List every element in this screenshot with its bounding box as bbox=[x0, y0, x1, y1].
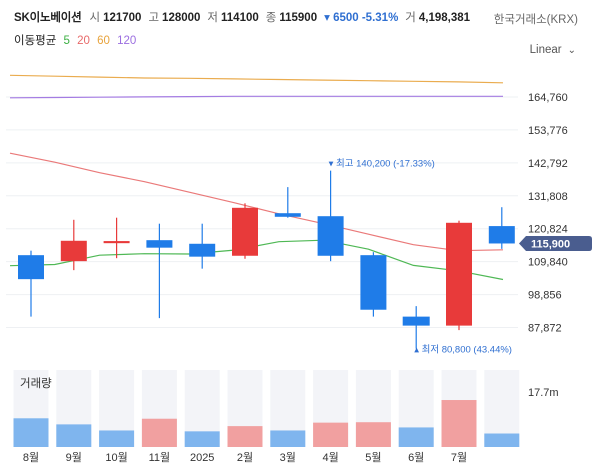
candle bbox=[274, 187, 301, 218]
current-price-label: 115,900 bbox=[531, 238, 570, 250]
x-tick-label: 4월 bbox=[322, 451, 338, 464]
stock-name: SK이노베이션 bbox=[14, 12, 82, 24]
exchange-name: 한국거래소(KRX) bbox=[493, 14, 578, 26]
candle-body[interactable] bbox=[103, 241, 130, 244]
high-annotation: ▾ 최고 140,200 (-17.33%) bbox=[329, 159, 435, 170]
volume-bar[interactable] bbox=[227, 426, 263, 447]
candle-body[interactable] bbox=[360, 255, 387, 310]
open-label: 시 bbox=[89, 12, 101, 24]
scale-label: Linear bbox=[529, 44, 562, 56]
y-tick-label: 98,856 bbox=[528, 290, 562, 302]
y-tick-label: 131,808 bbox=[528, 191, 568, 203]
stock-header: SK이노베이션 시 121700 고 128000 저 114100 종 115… bbox=[14, 9, 477, 25]
candle bbox=[488, 207, 515, 249]
x-tick-label: 9월 bbox=[66, 451, 82, 464]
chevron-down-icon: ⌄ bbox=[567, 45, 576, 56]
y-tick-label: 109,840 bbox=[528, 257, 568, 269]
x-tick-label: 8월 bbox=[23, 451, 39, 464]
volume-bar[interactable] bbox=[13, 418, 49, 447]
candle bbox=[360, 252, 387, 317]
candle bbox=[402, 306, 430, 349]
y-tick-label: 120,824 bbox=[528, 224, 568, 236]
moving-average-line-120 bbox=[9, 95, 503, 99]
candle bbox=[446, 220, 472, 331]
volume-bar[interactable] bbox=[313, 422, 349, 447]
moving-average-line-60 bbox=[9, 74, 504, 84]
candle bbox=[103, 217, 130, 259]
x-tick-label: 6월 bbox=[408, 451, 424, 464]
candle bbox=[60, 219, 87, 271]
candle-body[interactable] bbox=[60, 240, 87, 262]
moving-average-label: 이동평균 bbox=[14, 35, 57, 47]
candle-body[interactable] bbox=[189, 243, 216, 257]
close-label: 종 bbox=[265, 12, 277, 24]
x-tick-label: 7월 bbox=[451, 451, 467, 464]
scale-dropdown[interactable]: Linear ⌄ bbox=[530, 44, 576, 56]
candle-body[interactable] bbox=[317, 216, 344, 256]
x-tick-label: 10월 bbox=[105, 451, 127, 464]
candle bbox=[317, 170, 344, 262]
candle-body[interactable] bbox=[488, 226, 515, 244]
ma-5[interactable]: 5 bbox=[63, 35, 70, 47]
x-tick-label: 11월 bbox=[149, 451, 171, 464]
low-value: 114100 bbox=[221, 12, 259, 24]
volume-bar[interactable] bbox=[99, 430, 135, 447]
candle bbox=[18, 250, 44, 317]
candle-body[interactable] bbox=[274, 213, 301, 217]
volume-value: 4,198,381 bbox=[418, 12, 471, 24]
x-tick-label: 2월 bbox=[237, 451, 253, 464]
volume-bar[interactable] bbox=[270, 430, 306, 447]
volume-bar[interactable] bbox=[355, 422, 391, 447]
low-annotation: ▴ 최저 80,800 (43.44%) bbox=[414, 345, 512, 356]
close-value: 115900 bbox=[279, 12, 318, 24]
x-tick-label: 5월 bbox=[365, 451, 381, 464]
volume-bar[interactable] bbox=[56, 424, 92, 447]
ma-60[interactable]: 60 bbox=[97, 35, 110, 47]
volume-bar[interactable] bbox=[484, 433, 520, 447]
volume-bar[interactable] bbox=[141, 418, 177, 447]
x-tick-label: 3월 bbox=[280, 451, 296, 464]
volume-bar[interactable] bbox=[441, 400, 477, 447]
candle-body[interactable] bbox=[18, 255, 44, 280]
ma-120[interactable]: 120 bbox=[117, 35, 137, 47]
candle-body[interactable] bbox=[232, 207, 258, 256]
high-label: 고 bbox=[148, 12, 160, 24]
volume-axis-label: 17.7m bbox=[528, 387, 559, 399]
volume-bar[interactable] bbox=[184, 431, 220, 447]
x-tick-label: 2025 bbox=[190, 452, 214, 464]
volume-title: 거래량 bbox=[20, 378, 52, 390]
candle-body[interactable] bbox=[446, 222, 472, 326]
high-value: 128000 bbox=[162, 12, 201, 24]
change-value: ▾ 6500 -5.31% bbox=[324, 12, 399, 24]
volume-label: 거 bbox=[405, 12, 416, 24]
low-label: 저 bbox=[207, 12, 219, 24]
open-value: 121700 bbox=[103, 12, 142, 24]
ma-20[interactable]: 20 bbox=[77, 35, 90, 47]
candle bbox=[146, 223, 173, 319]
candle-body[interactable] bbox=[402, 316, 430, 326]
y-tick-label: 153,776 bbox=[528, 125, 568, 137]
moving-average-legend: 이동평균 5 20 60 120 bbox=[14, 32, 140, 48]
candle-body[interactable] bbox=[146, 240, 173, 248]
y-tick-label: 87,872 bbox=[528, 323, 562, 335]
y-tick-label: 164,760 bbox=[528, 92, 568, 104]
current-price-tag bbox=[519, 235, 592, 251]
candle bbox=[232, 203, 258, 259]
y-tick-label: 142,792 bbox=[528, 158, 568, 170]
candle bbox=[189, 223, 216, 269]
volume-bar[interactable] bbox=[398, 427, 434, 447]
